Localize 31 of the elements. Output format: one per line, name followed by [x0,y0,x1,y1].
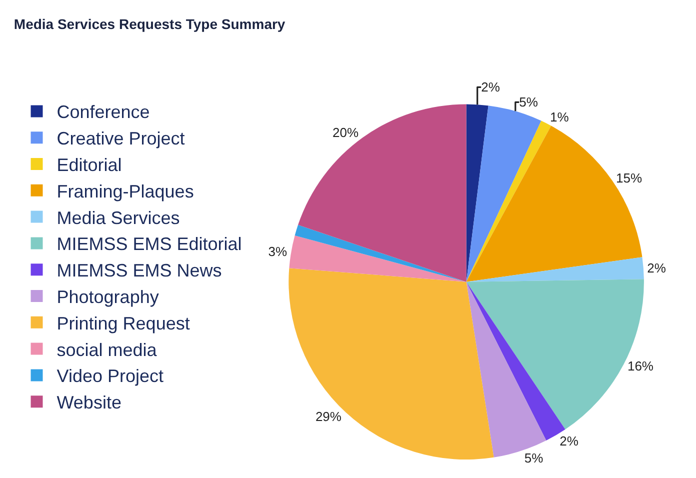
data-label: 2% [560,433,579,448]
data-label: 2% [647,260,666,276]
data-label: 16% [627,358,654,374]
legend-label: Video Project [56,366,164,386]
data-label: 20% [332,125,360,140]
legend-label: Photography [56,287,159,308]
pie-slice [288,268,494,460]
data-label: 29% [315,408,342,424]
chart-title: Media Services Requests Type Summary [14,16,286,32]
pie-slice [294,224,466,282]
legend-label: MIEMSS EMS Editorial [56,234,242,254]
data-label: 2% [481,80,500,95]
pie-slice [298,104,466,282]
legend-label: MIEMSS EMS News [56,260,222,281]
legend-label: Printing Request [56,313,190,334]
pie-slice [466,106,542,282]
data-label: 3% [268,244,288,259]
data-label: 15% [616,170,642,186]
pie-slice [466,126,642,282]
pie-slice [289,235,466,282]
legend-label: Conference [56,102,150,122]
legend-label: Creative Project [56,128,185,149]
pie-slice [466,257,644,282]
legend-label: social media [56,340,158,360]
legend-label: Framing-Plaques [56,181,194,202]
legend-label: Website [56,392,122,413]
data-label: 5% [519,94,538,110]
legend-label: Editorial [56,155,122,176]
legend-label: Media Services [56,208,180,228]
data-label: 5% [524,450,544,466]
data-label: 1% [550,110,570,125]
